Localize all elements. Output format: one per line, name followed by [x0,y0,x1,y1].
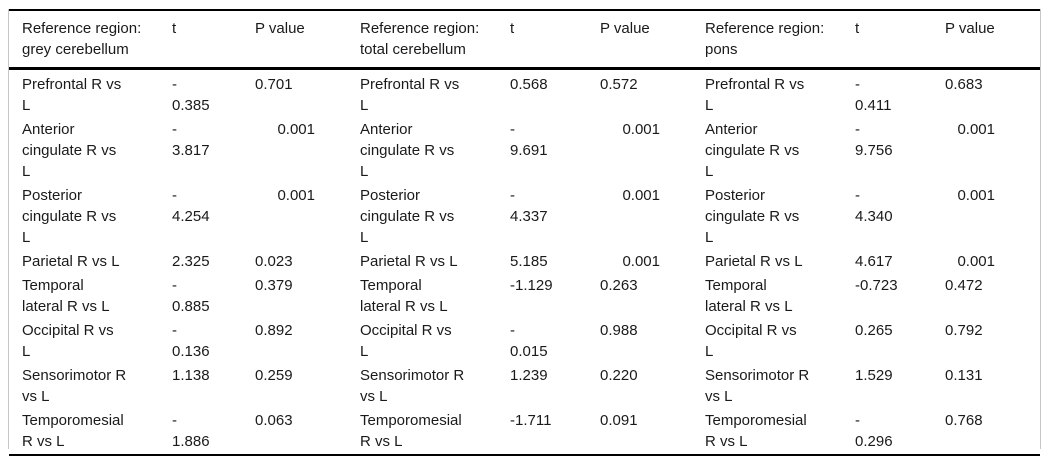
t-value-cell: 4.617 [855,253,893,270]
region-cell-prefrontal: Prefrontal R vs L [705,76,805,114]
region-cell-prefrontal: Prefrontal R vs L [22,76,122,114]
t-value-cell: 5.185 [510,253,548,270]
p-value-cell: 0.001 [622,187,660,204]
p-value-cell: 0.768 [945,412,983,429]
t-value-cell: 2.325 [172,253,210,270]
region-cell-posterior-cingulate: Posterior cingulate R vs L [705,187,800,246]
p-value-cell: 0.001 [622,121,660,138]
t-value-cell: - 9.756 [855,121,893,159]
header-pvalue-grey-cerebellum: P value [255,10,360,70]
t-value-cell: - 0.296 [855,412,893,450]
region-cell-parietal: Parietal R vs L [705,253,803,270]
t-value-cell: - 4.340 [855,187,893,225]
t-value-cell: - 0.885 [172,277,210,315]
p-value-cell: 0.701 [255,76,293,93]
region-cell-temporomesial: Temporomesial R vs L [705,412,807,450]
p-value-cell: 0.259 [255,367,293,384]
header-pvalue-total-cerebellum: P value [600,10,705,70]
t-value-cell: - 0.411 [855,76,892,114]
p-value-cell: 0.263 [600,277,638,294]
p-value-cell: 0.220 [600,367,638,384]
t-value-cell: - 4.337 [510,187,548,225]
t-value-cell: - 0.015 [510,322,548,360]
p-value-cell: 0.792 [945,322,983,339]
p-value-cell: 0.001 [622,253,660,270]
t-value-cell: - 1.886 [172,412,210,450]
t-value-cell: 0.568 [510,76,548,93]
region-cell-sensorimotor: Sensorimotor R vs L [360,367,465,405]
table-row-parietal: Parietal R vs L 2.325 0.023 Parietal R vs L… [9,250,1040,274]
region-cell-anterior-cingulate: Anterior cingulate R vs L [22,121,117,180]
t-value-cell: -0.723 [855,277,898,294]
header-row: Reference region: grey cerebellum t P va… [9,10,1040,70]
p-value-cell: 0.001 [277,187,315,204]
p-value-cell: 0.063 [255,412,293,429]
p-value-cell: 0.091 [600,412,638,429]
region-cell-anterior-cingulate: Anterior cingulate R vs L [705,121,800,180]
header-reference-pons: Reference region: pons [705,10,855,70]
p-value-cell: 0.001 [957,187,995,204]
header-t-grey-cerebellum: t [172,10,255,70]
header-reference-total-cerebellum: Reference region: total cerebellum [360,10,510,70]
region-cell-posterior-cingulate: Posterior cingulate R vs L [360,187,455,246]
region-cell-temporal-lateral: Temporal lateral R vs L [360,277,448,315]
region-cell-temporal-lateral: Temporal lateral R vs L [22,277,110,315]
region-cell-temporomesial: Temporomesial R vs L [22,412,124,450]
t-value-cell: 1.138 [172,367,210,384]
p-value-cell: 0.472 [945,277,983,294]
lateral-asymmetry-table: Reference region: grey cerebellum t P va… [9,9,1040,456]
region-cell-posterior-cingulate: Posterior cingulate R vs L [22,187,117,246]
t-value-cell: 1.239 [510,367,548,384]
t-value-cell: 0.265 [855,322,893,339]
t-value-cell: - 9.691 [510,121,548,159]
statistics-table: Reference region: grey cerebellum t P va… [8,9,1041,456]
region-cell-sensorimotor: Sensorimotor R vs L [705,367,810,405]
t-value-cell: -1.711 [510,412,552,429]
p-value-cell: 0.379 [255,277,293,294]
p-value-cell: 0.892 [255,322,293,339]
p-value-cell: 0.572 [600,76,638,93]
p-value-cell: 0.023 [255,253,293,270]
table-row-sensorimotor: Sensorimotor R vs L 1.138 0.259 Sensorimoto… [9,364,1040,409]
p-value-cell: 0.683 [945,76,983,93]
table-row-prefrontal: Prefrontal R vs L - 0.385 0.701 Prefrontal … [9,69,1040,119]
p-value-cell: 0.001 [957,121,995,138]
region-cell-prefrontal: Prefrontal R vs L [360,76,460,114]
table-body: Prefrontal R vs L - 0.385 0.701 Prefrontal … [9,69,1040,456]
t-value-cell: - 0.136 [172,322,210,360]
header-pvalue-pons: P value [945,10,1040,70]
table-row-occipital: Occipital R vs L - 0.136 0.892 Occipital R … [9,319,1040,364]
p-value-cell: 0.988 [600,322,638,339]
region-cell-occipital: Occipital R vs L [22,322,114,360]
table-row-temporal-lateral: Temporal lateral R vs L - 0.885 0.379 Tempo… [9,274,1040,319]
region-cell-parietal: Parietal R vs L [22,253,120,270]
p-value-cell: 0.131 [945,367,983,384]
region-cell-sensorimotor: Sensorimotor R vs L [22,367,127,405]
t-value-cell: 1.529 [855,367,893,384]
p-value-cell: 0.001 [957,253,995,270]
header-reference-grey-cerebellum: Reference region: grey cerebellum [9,10,172,70]
region-cell-parietal: Parietal R vs L [360,253,458,270]
table-row-temporomesial: Temporomesial R vs L - 1.886 0.063 Temporom… [9,409,1040,455]
region-cell-occipital: Occipital R vs L [360,322,452,360]
region-cell-anterior-cingulate: Anterior cingulate R vs L [360,121,455,180]
t-value-cell: - 3.817 [172,121,210,159]
region-cell-occipital: Occipital R vs L [705,322,797,360]
t-value-cell: - 0.385 [172,76,210,114]
p-value-cell: 0.001 [277,121,315,138]
table-row-posterior-cingulate: Posterior cingulate R vs L - 4.254 0.001 Po… [9,184,1040,250]
header-t-pons: t [855,10,945,70]
region-cell-temporomesial: Temporomesial R vs L [360,412,462,450]
t-value-cell: -1.129 [510,277,553,294]
t-value-cell: - 4.254 [172,187,210,225]
header-t-total-cerebellum: t [510,10,600,70]
region-cell-temporal-lateral: Temporal lateral R vs L [705,277,793,315]
table-header: Reference region: grey cerebellum t P va… [9,10,1040,70]
table-row-anterior-cingulate: Anterior cingulate R vs L - 3.817 0.001 Ant… [9,118,1040,184]
